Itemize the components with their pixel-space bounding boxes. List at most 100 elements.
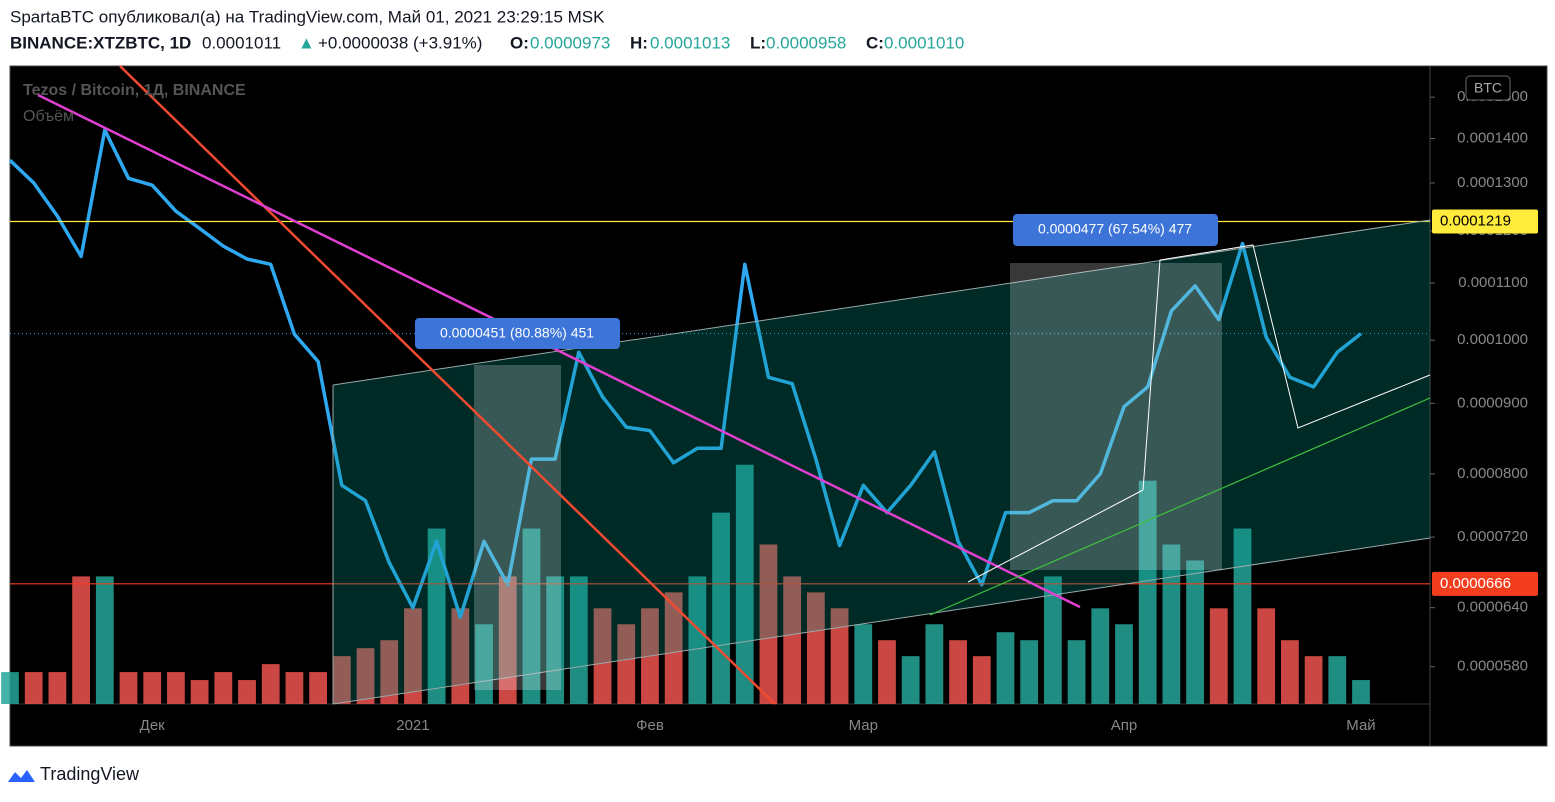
volume-bar xyxy=(380,640,399,704)
channel-top xyxy=(332,219,1431,386)
volume-bar xyxy=(522,528,541,704)
open: 0.0000973 xyxy=(530,33,610,52)
volume-bar xyxy=(190,680,209,704)
volume-bar xyxy=(427,528,446,704)
price-level-badge xyxy=(1432,209,1538,234)
support-line xyxy=(929,397,1431,616)
y-tick-label: 0.0001400 xyxy=(1457,129,1528,146)
c-label: C: xyxy=(866,33,884,52)
symbol-info: BINANCE:XTZBTC, 1D 0.0001011 ▲ +0.000003… xyxy=(10,33,964,52)
x-tick-label: Апр xyxy=(1111,717,1137,734)
volume-bar xyxy=(1304,656,1323,704)
volume-bar xyxy=(214,672,233,704)
volume-bar xyxy=(688,576,707,704)
volume-bar xyxy=(119,672,138,704)
arrow: ▲ xyxy=(298,33,315,52)
x-tick-label: Мар xyxy=(849,717,878,734)
legend-volume: Объём xyxy=(23,108,74,125)
volume-bar xyxy=(1138,480,1157,704)
close: 0.0001010 xyxy=(884,33,964,52)
volume-bar xyxy=(878,640,896,704)
price-level-label: 0.0000666 xyxy=(1440,575,1511,592)
volume-bar xyxy=(1043,576,1062,704)
last-price: 0.0001011 xyxy=(202,33,281,52)
h-label: H: xyxy=(630,33,648,52)
volume-bar xyxy=(569,576,588,704)
y-tick-label: 0.0000720 xyxy=(1457,528,1528,545)
volume-bar xyxy=(925,624,944,704)
pattern-line xyxy=(967,489,1144,583)
y-tick-label: 0.0000900 xyxy=(1457,394,1528,411)
volume-bar xyxy=(24,672,43,704)
y-tick-label: 0.0001300 xyxy=(1457,174,1528,191)
x-tick-label: 2021 xyxy=(396,717,429,734)
volume-bar xyxy=(546,576,565,704)
volume-bar xyxy=(901,656,920,704)
volume-bar xyxy=(1,672,19,704)
measure-label-bg xyxy=(1013,214,1218,246)
volume-bar xyxy=(72,576,90,704)
y-tick-label: 0.0000800 xyxy=(1457,465,1528,482)
volume-bar xyxy=(238,680,256,704)
volume-bar xyxy=(1257,608,1276,704)
y-tick-label: 0.0001000 xyxy=(1457,331,1528,348)
x-tick-label: Фев xyxy=(636,717,664,734)
volume-bar xyxy=(617,624,636,704)
volume-bar xyxy=(261,664,280,704)
symbol: BINANCE:XTZBTC, 1D xyxy=(10,33,191,52)
measure-box xyxy=(474,365,561,690)
volume-bar xyxy=(356,648,375,704)
volume-bar xyxy=(806,592,825,704)
pattern-line xyxy=(1142,244,1431,491)
trend-line xyxy=(119,65,776,705)
volume-bar xyxy=(593,608,612,704)
currency: BTC xyxy=(1474,80,1502,96)
volume-bar xyxy=(1352,680,1370,704)
brand: TradingView xyxy=(40,764,140,784)
plot: 0.0000580 0.0000640 0.0000720 0.0000800 0.00… xyxy=(1,88,1528,734)
badge-bg xyxy=(1465,75,1511,101)
chart-area xyxy=(9,65,1548,747)
drawings xyxy=(37,65,1431,705)
volume-bar xyxy=(1115,624,1133,704)
volume-bar xyxy=(143,672,162,704)
x-tick-label: Май xyxy=(1346,717,1375,734)
measure-label: 0.0000451 (80.88%) 451 xyxy=(440,325,594,341)
volume-bar xyxy=(1233,528,1252,704)
volume-bar xyxy=(949,640,967,704)
channel xyxy=(333,220,1430,704)
volume-bar xyxy=(332,656,351,704)
volume-bar xyxy=(1020,640,1039,704)
price-line xyxy=(8,128,1363,619)
volume-bar xyxy=(1328,656,1347,704)
volume-bar xyxy=(498,576,517,704)
low: 0.0000958 xyxy=(766,33,846,52)
volume-bar xyxy=(167,672,185,704)
x-tick-label: Дек xyxy=(140,717,166,734)
change: +0.0000038 (+3.91%) xyxy=(318,33,482,52)
measure-label-bg xyxy=(415,318,620,349)
volume-bar xyxy=(309,672,328,704)
volume-bar xyxy=(285,672,304,704)
measure-box xyxy=(1010,263,1222,570)
o-label: O: xyxy=(510,33,529,52)
trend-line xyxy=(37,93,1081,609)
y-tick-label: 0.0000580 xyxy=(1457,658,1528,675)
overlay: 0.0000451 (80.88%) 451 0.0000477 (67.54%… xyxy=(23,75,1538,596)
volume-bar xyxy=(1209,608,1228,704)
measure-label: 0.0000477 (67.54%) 477 xyxy=(1038,221,1192,237)
l-label: L: xyxy=(750,33,766,52)
price-level-label: 0.0001219 xyxy=(1440,212,1511,229)
logo xyxy=(8,770,35,782)
volume-bar xyxy=(783,576,802,704)
currency-badge: BTC xyxy=(1465,75,1511,101)
volume-bar xyxy=(95,576,114,704)
volume-bar xyxy=(48,672,67,704)
high: 0.0001013 xyxy=(650,33,730,52)
publish-info: SpartaBTC опубликовал(а) на TradingView.… xyxy=(10,7,605,26)
y-tick-label: 0.0000640 xyxy=(1457,599,1528,616)
volume-bar xyxy=(451,608,470,704)
channel-bottom xyxy=(332,537,1431,705)
